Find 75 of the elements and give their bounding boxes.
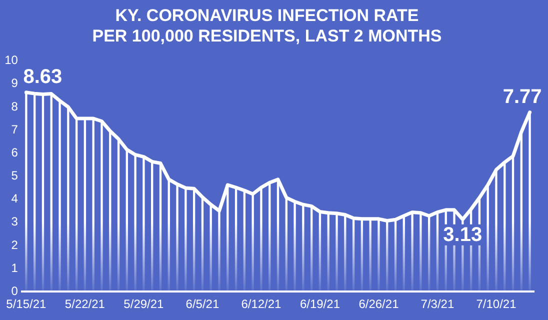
bar [201,196,204,292]
y-tick-label: 3 [11,214,18,229]
y-tick-label: 4 [11,192,18,206]
bar [344,214,346,292]
bar [302,204,304,292]
y-tick-label: 6 [11,145,18,160]
bar [168,179,170,292]
bar [352,218,355,292]
bar [109,130,112,292]
bar [67,106,70,292]
bar [42,94,44,292]
bar [100,120,103,292]
bar [310,206,313,292]
bar [420,212,422,292]
x-tick-label: 6/5/21 [186,297,220,312]
bar [252,194,254,292]
bar [394,219,397,292]
x-tick-label: 7/3/21 [420,297,454,312]
data-label: 3.13 [443,224,482,246]
x-tick-label: 6/26/21 [358,297,400,312]
x-tick-label: 7/10/21 [476,297,517,312]
bar [117,138,120,292]
bar [495,169,498,292]
bar [184,188,187,292]
bar [402,216,405,292]
x-tick-label: 5/29/21 [124,297,164,312]
y-tick-label: 1 [11,260,18,275]
text: KY. CORONAVIRUS INFECTION RATE [115,6,419,25]
bar [318,211,322,292]
bar [268,182,271,292]
bar [234,187,238,292]
y-tick-label: 2 [11,238,18,252]
bar [336,213,338,292]
bar [218,210,220,292]
bar [192,188,196,292]
data-label: 7.77 [502,86,542,108]
bar [378,218,380,292]
bar [159,162,162,292]
bar [327,212,330,292]
bar [243,190,246,292]
bar [58,100,61,292]
x-tick-label: 5/15/21 [6,297,47,312]
x-tick-label: 6/12/21 [241,297,282,312]
bar [34,93,36,292]
bar [126,149,128,292]
x-tick-label: 6/19/21 [300,297,340,312]
bar [84,118,86,292]
bar [360,218,364,292]
y-tick-label: 9 [11,76,18,90]
bar [210,204,212,292]
bar [260,187,262,292]
bar [92,118,94,292]
bar [25,92,28,292]
bar [428,216,430,292]
bar [512,156,514,292]
bar [75,118,78,292]
y-tick-label: 8 [11,99,18,114]
bar [285,197,288,292]
data-label: 8.63 [23,66,62,88]
x-tick-label: 5/22/21 [64,297,106,312]
bar [386,220,388,292]
bar [134,154,136,292]
bar [176,184,178,292]
bar [142,156,145,292]
y-tick-label: 5 [11,168,18,183]
y-tick-label: 10 [4,53,18,68]
text: PER 100,000 RESIDENTS, LAST 2 MONTHS [92,26,442,46]
bar [486,184,489,292]
y-tick-label: 0 [11,284,18,298]
bar [369,218,372,292]
bar [436,212,439,292]
bar [294,201,296,292]
bar [504,162,506,292]
y-tick-label: 7 [11,122,18,136]
bar [151,161,154,292]
